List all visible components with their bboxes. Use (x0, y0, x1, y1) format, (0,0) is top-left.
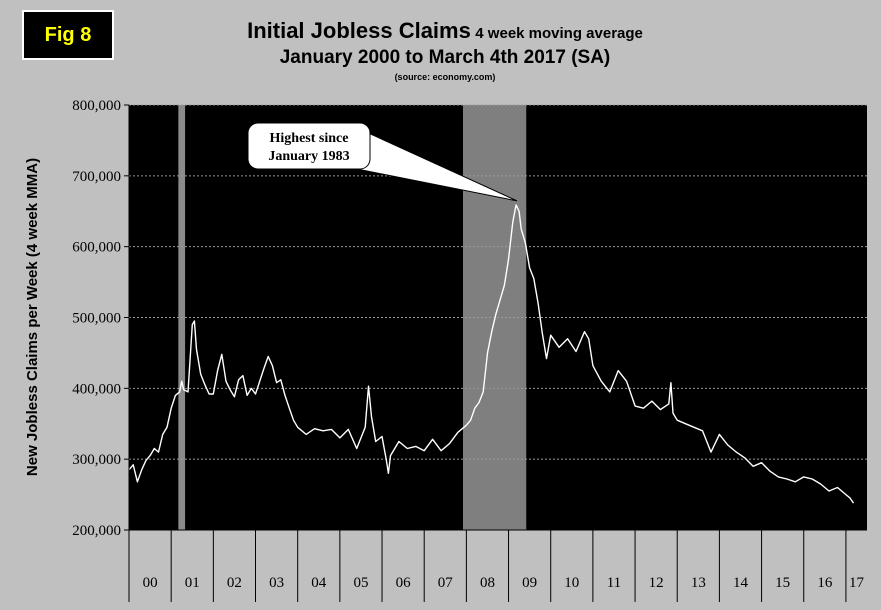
chart-title: Initial Jobless Claims (247, 18, 471, 43)
y-tick-label: 300,000 (72, 452, 121, 468)
callout-box (247, 122, 371, 170)
x-tick-label: 10 (564, 575, 579, 591)
y-tick-label: 500,000 (72, 311, 121, 327)
x-tick-label: 08 (480, 575, 495, 591)
callout-text: Highest since (270, 131, 349, 146)
x-tick-label: 04 (311, 575, 327, 591)
title-line: Initial Jobless Claims 4 week moving ave… (130, 18, 760, 44)
y-tick-label: 200,000 (72, 523, 121, 539)
x-tick-label: 06 (396, 575, 412, 591)
x-tick-label: 14 (733, 575, 749, 591)
y-tick-label: 800,000 (72, 98, 121, 114)
chart-title-suffix: 4 week moving average (475, 25, 643, 42)
x-tick-label: 15 (775, 575, 790, 591)
x-tick-label: 07 (438, 575, 454, 591)
x-tick-label: 17 (849, 575, 865, 591)
x-tick-label: 00 (143, 575, 158, 591)
y-tick-label: 600,000 (72, 240, 121, 256)
chart-subtitle: January 2000 to March 4th 2017 (SA) (279, 47, 611, 68)
x-tick-label: 16 (817, 575, 833, 591)
x-tick-label: 01 (185, 575, 200, 591)
x-tick-label: 12 (649, 575, 664, 591)
x-tick-label: 13 (691, 575, 706, 591)
chart-source: (source: economy.com) (394, 72, 496, 82)
y-tick-label: 400,000 (72, 381, 121, 397)
series-line (128, 204, 855, 504)
x-tick-label: 11 (607, 575, 621, 591)
x-tick-label: 09 (522, 575, 537, 591)
x-tick-label: 03 (269, 575, 284, 591)
y-axis-label: New Jobless Claims per Week (4 week MMA) (24, 158, 41, 476)
chart-title-block: Initial Jobless Claims 4 week moving ave… (130, 18, 760, 82)
x-tick-label: 05 (353, 575, 368, 591)
callout-text: January 1983 (268, 149, 349, 164)
x-tick-label: 02 (227, 575, 242, 591)
figure-number-badge: Fig 8 (22, 10, 114, 60)
y-tick-label: 700,000 (72, 169, 121, 185)
